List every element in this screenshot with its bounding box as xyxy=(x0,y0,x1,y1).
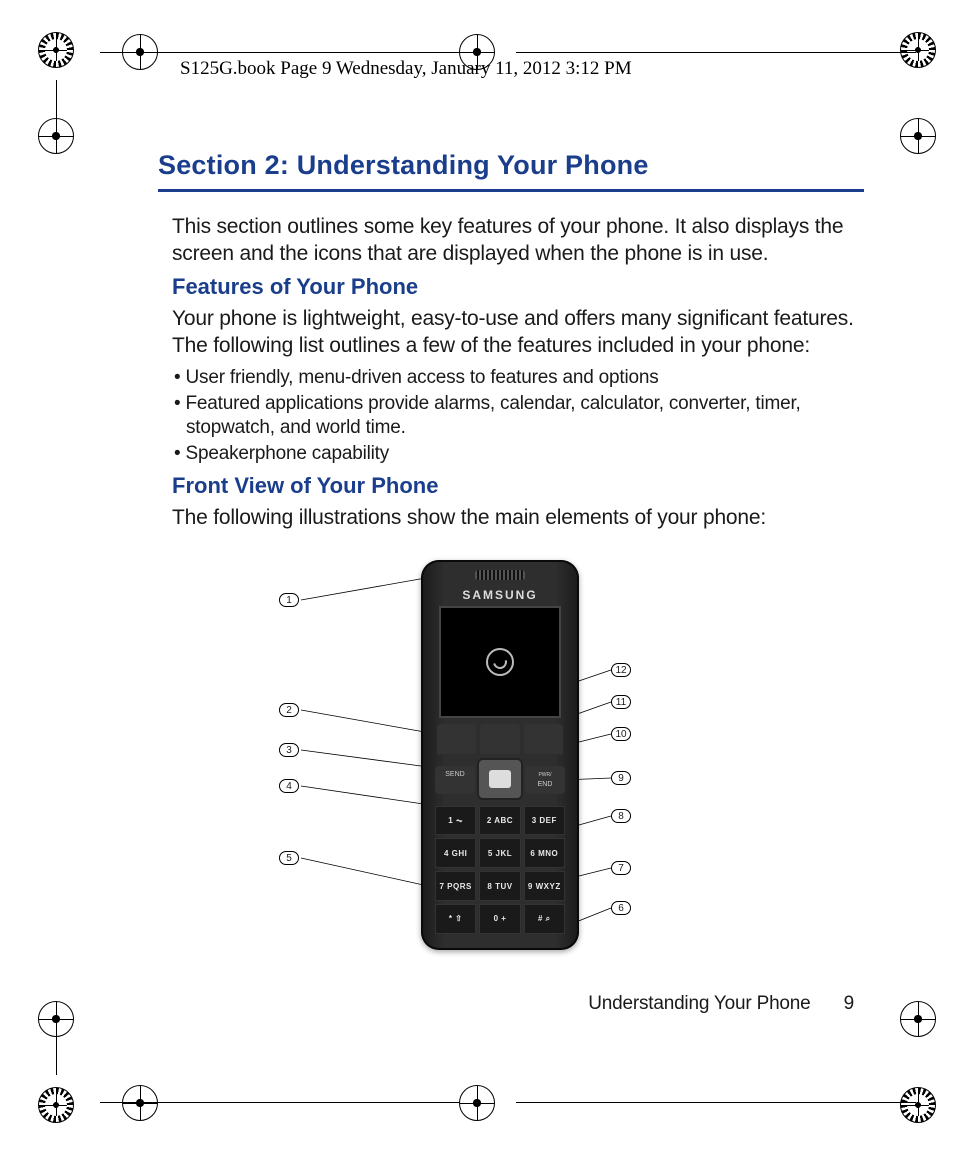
key-9: 9 WXYZ xyxy=(524,871,565,901)
page-footer: Understanding Your Phone 9 xyxy=(588,993,854,1015)
crop-line xyxy=(56,1025,57,1075)
left-softkey xyxy=(437,724,476,754)
frontview-intro: The following illustrations show the mai… xyxy=(172,505,864,532)
key-star: * ⇧ xyxy=(435,904,476,934)
key-1: 1 ⏦ xyxy=(435,806,476,836)
callout-3: 3 xyxy=(279,743,299,757)
key-7: 7 PQRS xyxy=(435,871,476,901)
phone-body: SAMSUNG SEND PWR/END 1 ⏦ 2 ABC 3 DEF 4 G… xyxy=(421,560,579,950)
key-3: 3 DEF xyxy=(524,806,565,836)
section-title: Section 2: Understanding Your Phone xyxy=(158,150,864,181)
key-hash: # ⌕ xyxy=(524,904,565,934)
features-intro: Your phone is lightweight, easy-to-use a… xyxy=(172,306,864,360)
callout-8: 8 xyxy=(611,809,631,823)
footer-chapter: Understanding Your Phone xyxy=(588,993,810,1014)
center-softkey xyxy=(480,724,519,754)
features-heading: Features of Your Phone xyxy=(172,274,864,300)
key-4: 4 GHI xyxy=(435,838,476,868)
earpiece-icon xyxy=(475,570,525,580)
key-6: 6 MNO xyxy=(524,838,565,868)
key-0: 0 + xyxy=(479,904,520,934)
callout-1: 1 xyxy=(279,593,299,607)
callout-6: 6 xyxy=(611,901,631,915)
section-intro: This section outlines some key features … xyxy=(172,214,864,268)
callout-10: 10 xyxy=(611,727,631,741)
key-5: 5 JKL xyxy=(479,838,520,868)
right-softkey xyxy=(524,724,563,754)
callout-4: 4 xyxy=(279,779,299,793)
reg-mark-icon xyxy=(38,1087,74,1123)
callout-9: 9 xyxy=(611,771,631,785)
frontview-heading: Front View of Your Phone xyxy=(172,473,864,499)
feature-bullet: Featured applications provide alarms, ca… xyxy=(172,392,864,441)
softkey-row xyxy=(437,724,563,754)
keypad: 1 ⏦ 2 ABC 3 DEF 4 GHI 5 JKL 6 MNO 7 PQRS… xyxy=(435,806,565,934)
phone-screen xyxy=(439,606,561,718)
page-frame: S125G.book Page 9 Wednesday, January 11,… xyxy=(100,40,914,1115)
footer-page-number: 9 xyxy=(844,993,854,1014)
screen-logo-icon xyxy=(486,648,514,676)
key-8: 8 TUV xyxy=(479,871,520,901)
end-key: PWR/END xyxy=(525,766,565,794)
callout-12: 12 xyxy=(611,663,631,677)
feature-bullet: User friendly, menu-driven access to fea… xyxy=(172,366,864,390)
key-2: 2 ABC xyxy=(479,806,520,836)
phone-diagram: 1 2 3 4 5 12 11 10 9 8 7 6 SAMSUNG xyxy=(261,550,761,980)
page-content: Section 2: Understanding Your Phone This… xyxy=(158,150,864,980)
callout-7: 7 xyxy=(611,861,631,875)
callout-11: 11 xyxy=(611,695,631,709)
reg-mark-icon xyxy=(38,32,74,68)
phone-brand: SAMSUNG xyxy=(421,588,579,602)
nav-key xyxy=(477,758,523,800)
send-key: SEND xyxy=(435,766,475,794)
feature-bullet: Speakerphone capability xyxy=(172,442,864,466)
crop-line xyxy=(56,80,57,130)
section-rule xyxy=(158,189,864,192)
print-header: S125G.book Page 9 Wednesday, January 11,… xyxy=(180,58,914,80)
callout-2: 2 xyxy=(279,703,299,717)
callout-5: 5 xyxy=(279,851,299,865)
